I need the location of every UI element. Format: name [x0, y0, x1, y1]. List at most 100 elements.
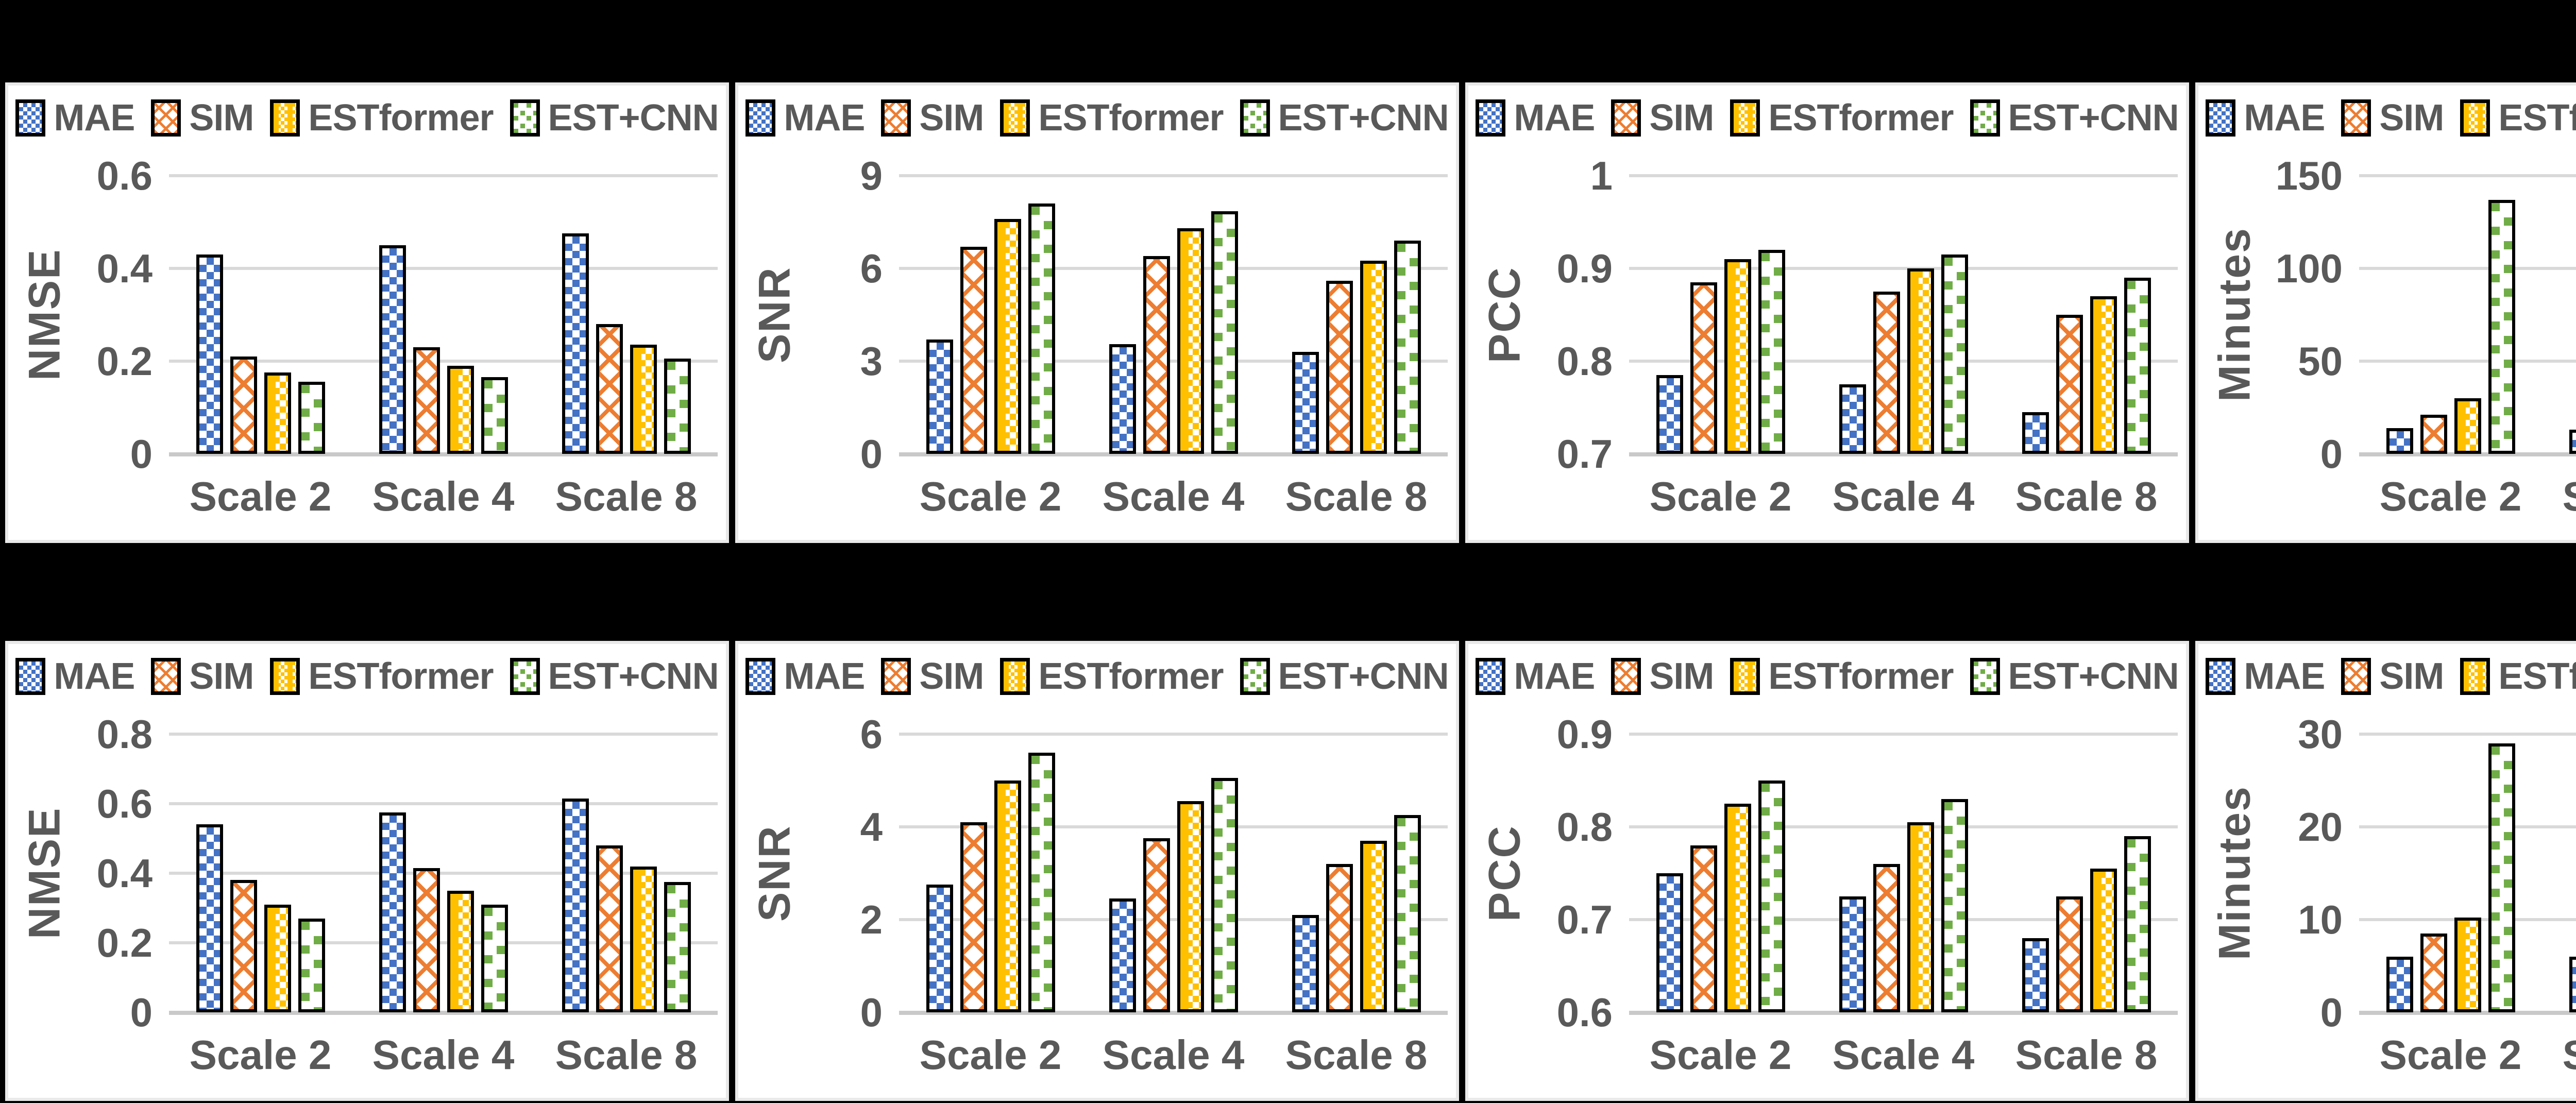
y-tick-label: 0.2	[96, 920, 152, 965]
y-tick-label: 0	[860, 989, 883, 1035]
x-label-scale-4: Scale 4	[1832, 1031, 1975, 1078]
legend-item-sim: SIM	[881, 655, 984, 698]
bar-mae-scale-8	[1292, 352, 1319, 454]
bar-sim-scale-8	[596, 324, 623, 454]
bar-est-cnn-scale-2	[1758, 780, 1785, 1012]
legend-item-est-cnn: EST+CNN	[1970, 97, 2179, 139]
bar-sim-scale-8	[2056, 896, 2083, 1012]
bar-est-cnn-scale-8	[2124, 836, 2151, 1012]
bar-estformer-scale-8	[630, 345, 657, 454]
legend-swatch-estformer	[2460, 99, 2490, 137]
chart-panel-bottom-pcc: MAE SIM ESTformer EST+CNN PCC 0.6 0.7 0.8 0.9 Sca…	[1465, 640, 2189, 1101]
bar-estformer-scale-8	[1360, 840, 1387, 1012]
legend-item-estformer: ESTformer	[270, 97, 494, 139]
bar-group-scale-4	[1109, 734, 1238, 1012]
legend-label-sim: SIM	[919, 655, 984, 697]
bar-mae-scale-8	[562, 233, 589, 454]
bar-mae-scale-4	[1839, 896, 1866, 1012]
x-label-scale-8: Scale 8	[2015, 1031, 2158, 1078]
bar-estformer-scale-2	[2454, 398, 2481, 454]
gridline	[1629, 918, 2178, 921]
legend-item-estformer: ESTformer	[2460, 655, 2576, 698]
bar-estformer-scale-8	[2090, 868, 2117, 1012]
legend-item-sim: SIM	[2341, 97, 2444, 139]
legend-item-mae: MAE	[1476, 97, 1595, 139]
legend-label-estformer: ESTformer	[2498, 97, 2576, 139]
bar-group-scale-2	[926, 176, 1055, 454]
legend-item-sim: SIM	[1611, 655, 1714, 698]
bar-mae-scale-8	[2022, 412, 2049, 454]
chart-panel-bottom-minutes: MAESIMESTformerEST+CNNMinutes0102030Scal…	[2195, 640, 2576, 1101]
legend-item-mae: MAE	[1476, 655, 1595, 698]
legend-swatch-sim	[881, 99, 911, 137]
x-label-scale-2: Scale 2	[919, 473, 1062, 519]
bar-group-scale-4	[1109, 176, 1238, 454]
bar-sim-scale-4	[413, 868, 440, 1012]
gridline	[169, 941, 718, 944]
gridline	[1629, 174, 2178, 177]
legend-swatch-mae	[15, 657, 46, 695]
bar-est-cnn-scale-4	[1211, 777, 1238, 1012]
legend-label-estformer: ESTformer	[1038, 97, 1224, 139]
legend-item-estformer: ESTformer	[1730, 97, 1954, 139]
y-tick-label: 9	[860, 153, 883, 198]
bar-mae-scale-8	[1292, 914, 1319, 1012]
legend-label-sim: SIM	[1649, 655, 1714, 697]
y-axis-title: PCC	[1480, 266, 1530, 363]
y-axis-title: NMSE	[20, 248, 70, 381]
legend-label-est-cnn: EST+CNN	[2008, 97, 2179, 139]
bar-mae-scale-4	[379, 812, 406, 1012]
legend-item-mae: MAE	[745, 655, 865, 698]
legend-swatch-est-cnn	[510, 657, 540, 695]
legend-swatch-sim	[1611, 657, 1641, 695]
bar-group-scale-8	[562, 734, 691, 1012]
chart-panel-top-pcc: MAE SIM ESTformer EST+CNN PCC 0.7 0.8 0.9 1 Scale…	[1465, 82, 2189, 543]
legend-item-mae: MAE	[745, 97, 865, 139]
legend-swatch-est-cnn	[1970, 657, 2000, 695]
bar-est-cnn-scale-4	[1941, 799, 1968, 1012]
y-tick-label: 0.2	[96, 338, 152, 384]
x-label-scale-4: Scale 4	[1102, 1031, 1245, 1078]
legend-swatch-est-cnn	[510, 99, 540, 137]
legend-label-estformer: ESTformer	[2498, 655, 2576, 697]
bar-est-cnn-scale-4	[1211, 211, 1238, 454]
y-tick-label: 6	[860, 711, 883, 757]
bar-estformer-scale-2	[1724, 259, 1751, 454]
x-label-scale-8: Scale 8	[555, 473, 698, 519]
legend-label-estformer: ESTformer	[1038, 655, 1224, 697]
legend-item-estformer: ESTformer	[1000, 655, 1224, 698]
legend-item-estformer: ESTformer	[2460, 97, 2576, 139]
x-label-scale-2: Scale 2	[1649, 1031, 1792, 1078]
bar-est-cnn-scale-4	[1941, 254, 1968, 454]
gridline	[2359, 360, 2576, 363]
gridline	[2359, 267, 2576, 270]
y-axis-title: Minutes	[2210, 786, 2260, 960]
legend-item-sim: SIM	[881, 97, 984, 139]
bar-est-cnn-scale-8	[2124, 278, 2151, 454]
legend-label-sim: SIM	[189, 97, 254, 139]
bar-estformer-scale-2	[994, 780, 1021, 1012]
gridline	[2359, 452, 2576, 456]
legend-label-sim: SIM	[1649, 97, 1714, 139]
y-tick-label: 0.6	[96, 153, 152, 198]
legend-label-mae: MAE	[784, 97, 865, 139]
bar-group-scale-2	[2386, 176, 2515, 454]
bar-sim-scale-2	[960, 822, 987, 1012]
bar-est-cnn-scale-2	[1028, 203, 1055, 454]
legend-swatch-mae	[745, 657, 776, 695]
bar-sim-scale-2	[2420, 933, 2447, 1012]
legend-label-estformer: ESTformer	[308, 97, 494, 139]
gridline	[1629, 825, 2178, 828]
bar-estformer-scale-4	[447, 366, 474, 454]
bar-sim-scale-8	[2056, 315, 2083, 454]
gridline	[1629, 1010, 2178, 1015]
legend-label-mae: MAE	[784, 655, 865, 697]
legend-item-sim: SIM	[1611, 97, 1714, 139]
bar-sim-scale-4	[1143, 256, 1170, 454]
legend-item-estformer: ESTformer	[1730, 655, 1954, 698]
y-tick-label: 0.9	[1556, 246, 1613, 291]
bar-estformer-scale-8	[2090, 296, 2117, 454]
